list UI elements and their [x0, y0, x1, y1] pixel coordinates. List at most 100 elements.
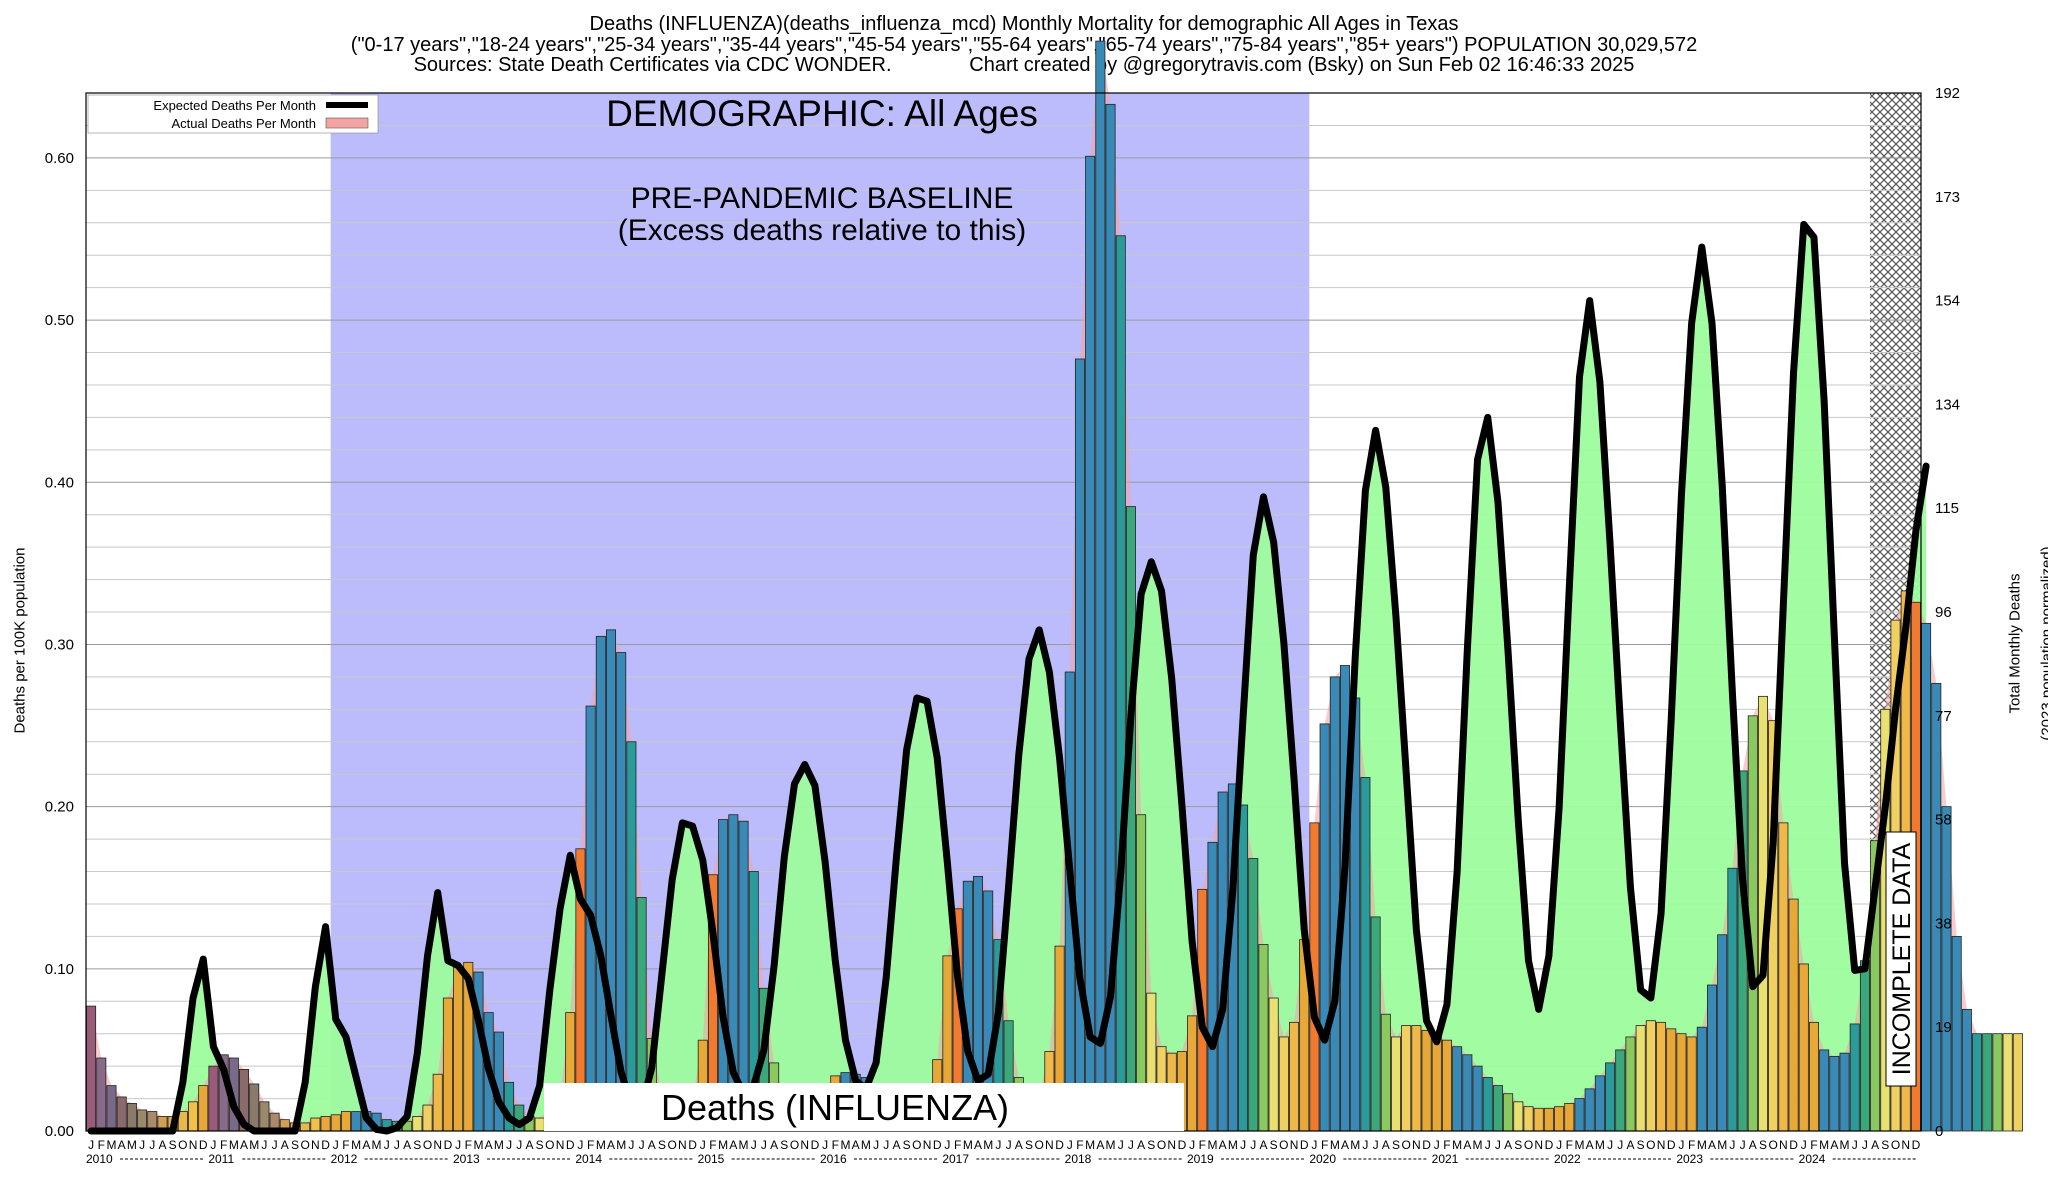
- month-tick-label: J: [1240, 1138, 1246, 1152]
- bar-actual: [1238, 804, 1249, 1132]
- month-tick-label: N: [556, 1138, 565, 1152]
- bar-actual: [1574, 1098, 1585, 1132]
- month-tick-label: M: [1228, 1138, 1238, 1152]
- month-tick-label: D: [1055, 1138, 1064, 1152]
- month-tick-label: S: [658, 1138, 666, 1152]
- month-tick-label: M: [739, 1138, 749, 1152]
- month-tick-label: A: [892, 1138, 900, 1152]
- chart-subtitle-demographics: ("0-17 years","18-24 years","25-34 years…: [350, 34, 1698, 56]
- y-tick-label: 0.40: [45, 474, 74, 491]
- month-tick-label: J: [506, 1138, 512, 1152]
- bar-actual: [1360, 777, 1371, 1132]
- month-tick-label: O: [790, 1138, 799, 1152]
- bar-actual: [1615, 1049, 1626, 1132]
- bar-actual: [1829, 1055, 1840, 1132]
- cause-label-box: [544, 1083, 1184, 1131]
- year-tick-label: 2015: [698, 1152, 725, 1166]
- month-tick-label: S: [1637, 1138, 1645, 1152]
- year-tick-label: 2017: [942, 1152, 969, 1166]
- y2-tick-label: 96: [1935, 604, 1952, 621]
- month-tick-label: D: [199, 1138, 208, 1152]
- month-tick-label: D: [321, 1138, 330, 1152]
- month-tick-label: A: [485, 1138, 493, 1152]
- month-tick-label: N: [1045, 1138, 1054, 1152]
- month-tick-label: J: [700, 1138, 706, 1152]
- month-tick-label: S: [1392, 1138, 1400, 1152]
- month-tick-label: F: [709, 1138, 716, 1152]
- bar-actual: [320, 1116, 331, 1132]
- month-tick-label: J: [1067, 1138, 1073, 1152]
- bar-actual: [1941, 806, 1952, 1132]
- month-tick-label: A: [1341, 1138, 1349, 1152]
- bar-actual: [1676, 1033, 1687, 1132]
- bar-actual: [2012, 1033, 2023, 1132]
- bar-actual: [1421, 1030, 1432, 1132]
- bar-actual: [310, 1117, 321, 1132]
- bar-actual: [351, 1111, 362, 1132]
- bar-actual: [1921, 622, 1932, 1132]
- y2-tick-label: 154: [1935, 293, 1960, 310]
- month-tick-label: D: [444, 1138, 453, 1152]
- month-tick-label: J: [1495, 1138, 1501, 1152]
- month-tick-label: M: [351, 1138, 361, 1152]
- month-tick-label: J: [1729, 1138, 1735, 1152]
- bar-actual: [442, 997, 453, 1132]
- year-tick-label: 2010: [86, 1152, 113, 1166]
- bar-actual: [96, 1057, 107, 1132]
- bar-actual: [1401, 1025, 1412, 1132]
- y2-tick-label: 0: [1935, 1123, 1943, 1140]
- month-tick-label: A: [1463, 1138, 1471, 1152]
- month-tick-label: A: [281, 1138, 289, 1152]
- month-tick-label: F: [587, 1138, 594, 1152]
- month-tick-label: J: [261, 1138, 267, 1152]
- bar-actual: [432, 1073, 443, 1132]
- y2-tick-label: 192: [1935, 85, 1960, 102]
- bar-actual: [1503, 1093, 1514, 1132]
- month-tick-label: J: [1607, 1138, 1613, 1152]
- bar-actual: [1431, 1034, 1442, 1132]
- bar-actual: [1972, 1033, 1983, 1132]
- month-tick-label: M: [372, 1138, 382, 1152]
- month-tick-label: F: [1688, 1138, 1695, 1152]
- month-tick-label: A: [403, 1138, 411, 1152]
- legend-actual-label: Actual Deaths Per Month: [171, 116, 316, 131]
- month-tick-label: D: [1912, 1138, 1921, 1152]
- month-tick-label: S: [536, 1138, 544, 1152]
- y-tick-label: 0.10: [45, 961, 74, 978]
- month-tick-label: A: [648, 1138, 656, 1152]
- month-tick-label: M: [1595, 1138, 1605, 1152]
- month-tick-label: O: [1891, 1138, 1900, 1152]
- month-tick-label: J: [873, 1138, 879, 1152]
- bar-actual: [1686, 1036, 1697, 1132]
- bar-actual: [1411, 1025, 1422, 1132]
- month-tick-label: S: [1759, 1138, 1767, 1152]
- month-tick-label: J: [628, 1138, 634, 1152]
- month-tick-label: J: [455, 1138, 461, 1152]
- incomplete-label-box: [1885, 831, 1917, 1087]
- month-tick-label: A: [1749, 1138, 1757, 1152]
- month-tick-label: O: [1524, 1138, 1533, 1152]
- month-tick-label: D: [1422, 1138, 1431, 1152]
- month-tick-label: A: [1219, 1138, 1227, 1152]
- month-tick-label: J: [1118, 1138, 1124, 1152]
- bar-actual: [2002, 1033, 2013, 1132]
- chart-subtitle-sources: Sources: State Death Certificates via CD…: [413, 54, 1635, 76]
- month-tick-label: M: [1330, 1138, 1340, 1152]
- month-tick-label: F: [465, 1138, 472, 1152]
- month-tick-label: M: [718, 1138, 728, 1152]
- bar-actual: [1543, 1107, 1554, 1132]
- month-tick-label: J: [1556, 1138, 1562, 1152]
- month-tick-label: N: [1290, 1138, 1299, 1152]
- bar-actual: [606, 629, 617, 1132]
- month-tick-label: A: [1015, 1138, 1023, 1152]
- month-tick-label: J: [883, 1138, 889, 1152]
- month-tick-label: J: [639, 1138, 645, 1152]
- month-tick-label: M: [616, 1138, 626, 1152]
- month-tick-label: J: [149, 1138, 155, 1152]
- bar-actual: [1992, 1033, 2003, 1132]
- month-tick-label: F: [1566, 1138, 1573, 1152]
- month-tick-label: O: [423, 1138, 432, 1152]
- legend-actual-swatch: [325, 117, 369, 129]
- month-tick-label: F: [98, 1138, 105, 1152]
- year-tick-label: 2018: [1065, 1152, 1092, 1166]
